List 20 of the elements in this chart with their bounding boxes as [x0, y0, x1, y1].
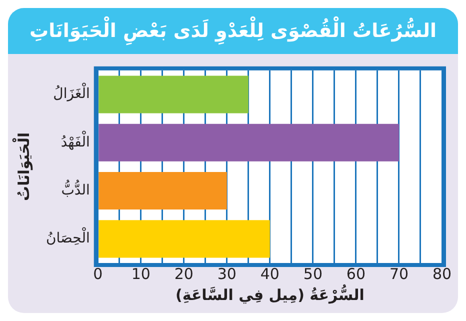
x-axis-title: السُّرْعَةُ (مِيل فِي السَّاعَةِ)	[175, 284, 364, 304]
x-tick-label: 20	[174, 264, 194, 283]
bar	[98, 220, 270, 258]
y-tick-label: الدُّبُّ	[61, 178, 90, 198]
x-tick-label: 40	[260, 264, 280, 283]
bar	[98, 76, 248, 114]
chart-title: السُّرُعَاتُ الْقُصْوَى لِلْعَدْوِ لَدَى بَعْضِ الْحَيَوَانَاتِ	[8, 8, 458, 54]
x-tick-label: 80	[432, 264, 452, 283]
x-tick-label: 70	[389, 264, 409, 283]
y-tick-label: الْحِصَانُ	[46, 226, 90, 247]
x-tick-label: 30	[217, 264, 236, 283]
x-tick-label: 50	[303, 264, 322, 283]
y-tick-label: الْفَهْدُ	[60, 130, 90, 150]
y-axis-title: الْحَيَوَانَاتُ	[12, 132, 33, 201]
x-tick-label: 10	[131, 264, 150, 283]
y-tick-label: الْغَزَالُ	[53, 82, 90, 102]
x-tick-label: 0	[93, 264, 103, 283]
bar	[98, 172, 227, 210]
x-tick-label: 60	[346, 264, 366, 283]
bar	[98, 124, 399, 162]
